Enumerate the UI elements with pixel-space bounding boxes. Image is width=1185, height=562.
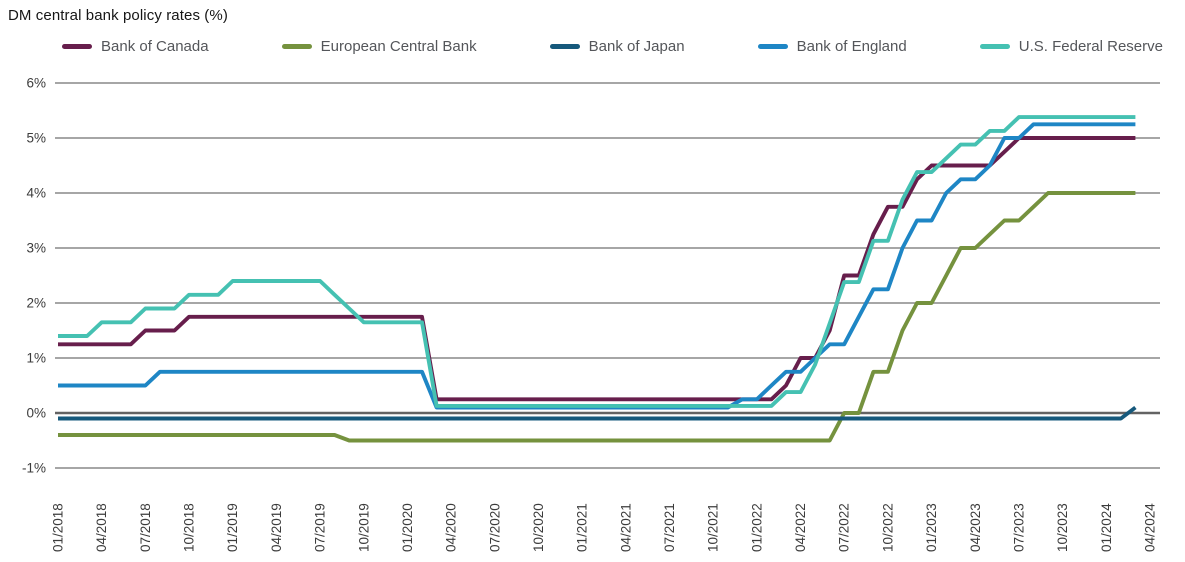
- legend-swatch-icon: [62, 44, 92, 49]
- legend-label: Bank of Japan: [588, 38, 685, 55]
- series-line-bank-of-canada: [58, 136, 1136, 402]
- series-line-european-central-bank: [58, 191, 1136, 443]
- x-tick-label: 07/2019: [313, 503, 328, 552]
- y-tick-label: 4%: [26, 186, 46, 201]
- y-tick-label: 5%: [26, 131, 46, 146]
- x-tick-label: 10/2018: [182, 503, 197, 552]
- x-tick-label: 10/2020: [531, 503, 546, 552]
- x-tick-label: 01/2023: [924, 503, 939, 552]
- series-line-u-s-federal-reserve: [58, 115, 1136, 408]
- y-tick-label: 6%: [26, 76, 46, 91]
- legend-label: Bank of Canada: [101, 38, 209, 55]
- legend-label: Bank of England: [796, 38, 907, 55]
- series-lines: [58, 115, 1137, 443]
- series-line-bank-of-japan: [58, 405, 1137, 421]
- x-tick-label: 01/2018: [51, 503, 66, 552]
- legend-label: European Central Bank: [320, 38, 477, 55]
- y-axis-labels: 6% 5% 4% 3% 2% 1% 0% -1%: [22, 76, 46, 476]
- y-tick-label: -1%: [22, 461, 46, 476]
- legend-label: U.S. Federal Reserve: [1018, 38, 1163, 55]
- legend-item-bank-of-england: Bank of England: [757, 38, 907, 55]
- y-tick-label: 2%: [26, 296, 46, 311]
- legend-swatch-icon: [979, 44, 1010, 49]
- x-tick-label: 07/2021: [662, 503, 677, 552]
- x-tick-label: 07/2018: [138, 503, 153, 552]
- x-tick-label: 10/2021: [706, 503, 721, 552]
- y-tick-label: 1%: [26, 351, 46, 366]
- x-axis-labels: 01/2018 04/2018 07/2018 10/2018 01/2019 04/20…: [51, 503, 1158, 552]
- legend: Bank of Canada European Central Bank Bank …: [62, 38, 1163, 55]
- x-tick-label: 01/2024: [1099, 503, 1114, 552]
- x-tick-label: 07/2023: [1011, 503, 1026, 552]
- x-tick-label: 10/2023: [1055, 503, 1070, 552]
- x-tick-label: 04/2020: [444, 503, 459, 552]
- legend-swatch-icon: [281, 44, 312, 49]
- x-tick-label: 01/2019: [225, 503, 240, 552]
- x-tick-label: 04/2019: [269, 503, 284, 552]
- x-tick-label: 01/2022: [749, 503, 764, 552]
- x-tick-label: 01/2021: [575, 503, 590, 552]
- gridlines: [55, 82, 1160, 469]
- x-tick-label: 04/2023: [968, 503, 983, 552]
- x-tick-label: 07/2022: [837, 503, 852, 552]
- legend-item-european-central-bank: European Central Bank: [281, 38, 477, 55]
- x-tick-label: 01/2020: [400, 503, 415, 552]
- legend-item-bank-of-canada: Bank of Canada: [62, 38, 209, 55]
- x-tick-label: 10/2022: [880, 503, 895, 552]
- legend-swatch-icon: [549, 44, 580, 49]
- x-tick-label: 04/2021: [618, 503, 633, 552]
- legend-item-u-s-federal-reserve: U.S. Federal Reserve: [979, 38, 1163, 55]
- x-tick-label: 07/2020: [487, 503, 502, 552]
- y-tick-label: 3%: [26, 241, 46, 256]
- x-tick-label: 10/2019: [356, 503, 371, 552]
- legend-swatch-icon: [757, 44, 788, 49]
- x-tick-label: 04/2018: [94, 503, 109, 552]
- x-tick-label: 04/2024: [1143, 503, 1158, 552]
- legend-item-bank-of-japan: Bank of Japan: [549, 38, 685, 55]
- chart-title: DM central bank policy rates (%): [8, 7, 228, 24]
- x-tick-label: 04/2022: [793, 503, 808, 552]
- y-tick-label: 0%: [26, 406, 46, 421]
